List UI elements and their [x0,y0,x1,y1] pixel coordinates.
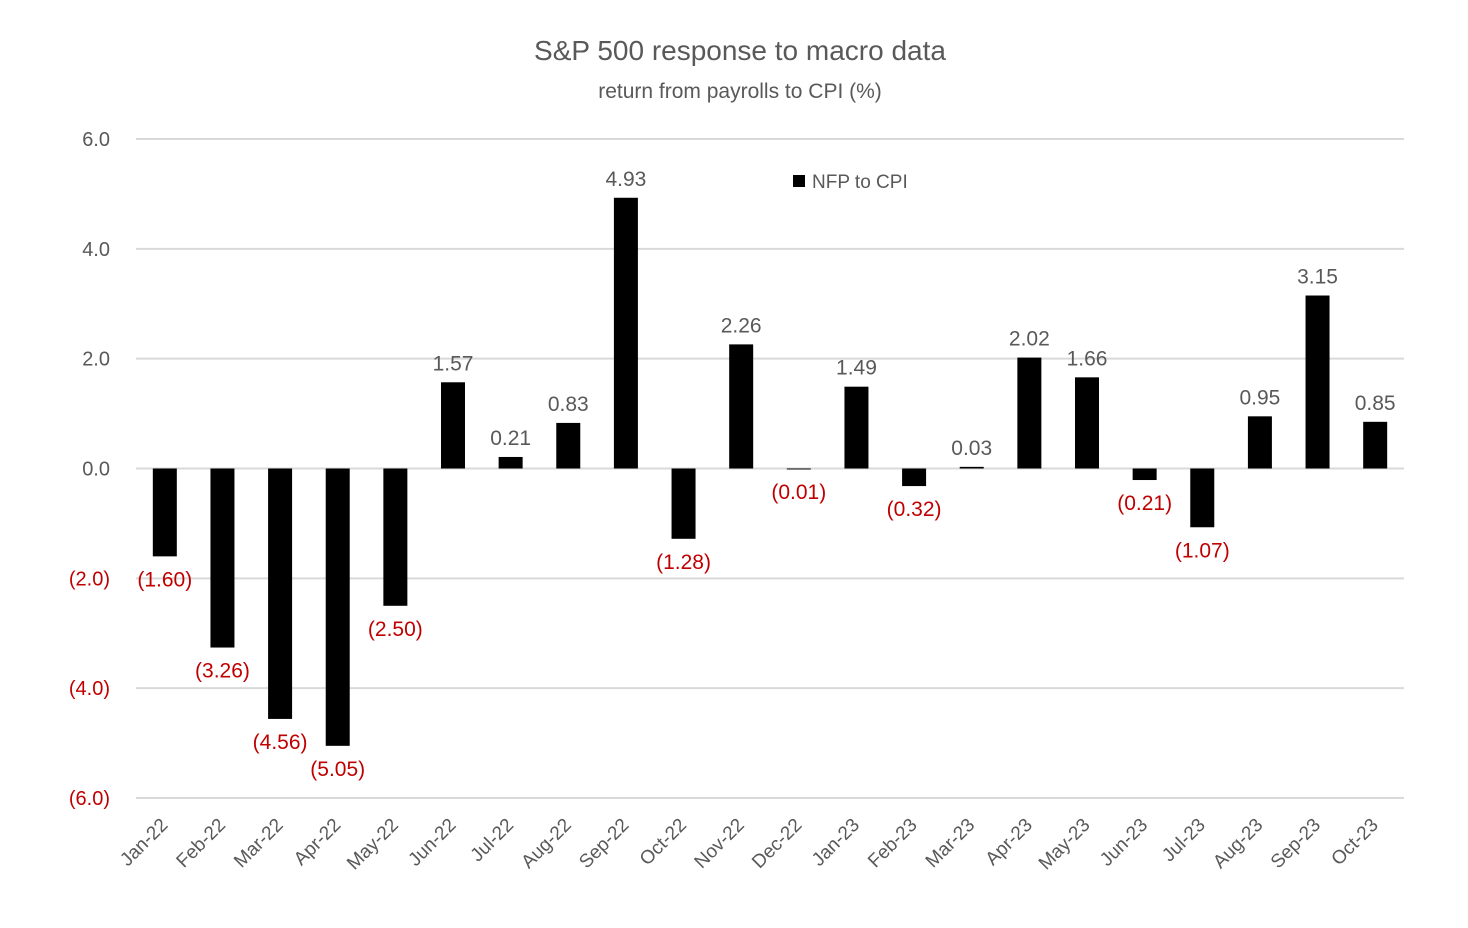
data-label: 2.26 [721,314,762,337]
bars [152,197,1388,746]
bar-mar-23 [959,466,984,469]
y-tick-label: 2.0 [82,349,110,371]
x-tick-label: Jun-22 [405,815,461,871]
bar-apr-23 [1017,357,1042,469]
data-label: 0.85 [1355,392,1396,415]
legend-label: NFP to CPI [812,172,908,193]
bar-sep-22 [613,197,638,469]
y-tick-label: 0.0 [82,459,110,481]
x-tick-label: Jan-23 [808,815,864,871]
x-tick-label: Jul-22 [467,815,518,866]
chart-title: S&P 500 response to macro data [534,35,946,66]
x-tick-label: Apr-23 [982,815,1037,870]
data-label: 3.15 [1297,266,1338,289]
bar-oct-23 [1363,421,1388,469]
chart-subtitle: return from payrolls to CPI (%) [598,80,882,103]
data-label: (2.50) [368,618,423,641]
x-tick-label: Feb-23 [864,815,921,872]
x-tick-label: Apr-22 [290,815,345,870]
x-tick-label: Mar-23 [922,815,979,872]
data-label: 0.83 [548,393,589,416]
data-label: 1.66 [1067,347,1108,370]
x-tick-label: May-22 [343,815,403,875]
y-tick-label: 4.0 [82,239,110,261]
bar-dec-22 [786,468,811,470]
bar-nov-22 [729,344,754,469]
bar-oct-22 [671,468,696,539]
x-tick-label: Oct-22 [636,815,691,870]
x-tick-label: Feb-22 [173,815,230,872]
data-label: 4.93 [605,168,646,191]
x-tick-label: Mar-22 [230,815,287,872]
data-label: (0.32) [887,498,942,521]
bar-jan-23 [844,386,869,469]
data-label: (3.26) [195,660,250,683]
bar-may-22 [383,468,408,606]
bar-aug-23 [1247,416,1272,469]
data-label: (0.01) [771,481,826,504]
data-label: 1.49 [836,357,877,380]
data-label: (1.07) [1175,539,1230,562]
x-tick-label: Aug-23 [1209,815,1267,873]
y-tick-label: (2.0) [69,568,110,590]
data-label: (0.21) [1117,492,1172,515]
y-tick-label: 6.0 [82,129,110,151]
x-tick-label: Oct-23 [1328,815,1383,870]
bar-jun-22 [441,382,465,469]
bar-apr-22 [325,468,350,746]
bar-may-23 [1075,377,1099,469]
bar-sep-23 [1305,295,1330,469]
x-tick-label: Jan-22 [116,815,172,871]
data-label: 2.02 [1009,328,1050,351]
x-tick-label: Dec-22 [748,815,806,873]
data-label: 0.21 [490,427,531,450]
bar-jan-22 [152,468,177,557]
legend: NFP to CPI [793,172,908,193]
y-axis-tick-labels: 6.0 4.0 2.0 0.0 (2.0) (4.0) (6.0) [69,129,110,810]
legend-swatch [793,175,805,187]
data-label: 1.57 [433,352,474,375]
bar-feb-23 [902,468,927,487]
bar-jun-23 [1132,468,1157,481]
data-label: (1.28) [656,551,711,574]
x-tick-label: May-23 [1035,815,1095,875]
bar-jul-22 [498,456,523,469]
data-label: (4.56) [253,731,308,754]
data-label: (1.60) [137,568,192,591]
data-labels: (1.60) (3.26) (4.56)(5.05) (2.50) 1.57 0.21 0.… [137,168,1395,781]
bar-jul-23 [1190,468,1215,528]
x-tick-label: Sep-22 [575,815,633,873]
bar-feb-22 [210,468,235,648]
data-label: 0.03 [951,437,992,460]
x-tick-label: Aug-22 [518,815,576,873]
data-label: (5.05) [310,758,365,781]
y-tick-label: (6.0) [69,788,110,810]
data-label: 0.95 [1239,386,1280,409]
y-tick-label: (4.0) [69,678,110,700]
bar-mar-22 [268,468,293,719]
x-tick-label: Jun-23 [1096,815,1152,871]
x-tick-label: Nov-22 [691,815,749,873]
bar-aug-22 [556,422,581,469]
x-tick-label: Sep-23 [1267,815,1325,873]
x-tick-label: Jul-23 [1158,815,1209,866]
